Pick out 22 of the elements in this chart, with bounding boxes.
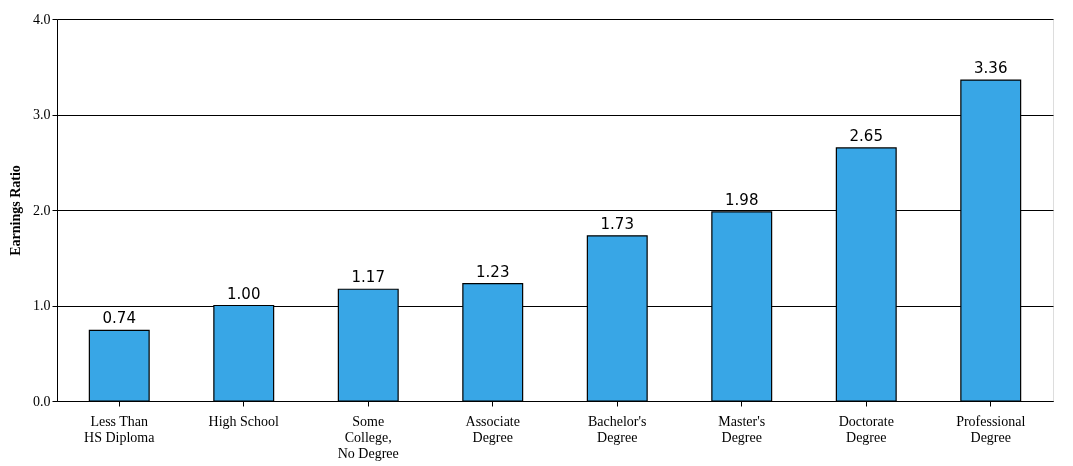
x-tick-label: Professional Degree: [956, 413, 1026, 445]
x-tick-label: Some College, No Degree: [337, 413, 399, 461]
y-tick-label: 1.0: [33, 298, 51, 313]
x-tick-label: High School: [208, 413, 280, 429]
data-label: 1.17: [351, 268, 385, 287]
y-tick-label: 3.0: [33, 107, 51, 122]
x-tick-label: Bachelor's Degree: [587, 413, 647, 445]
x-tick-label: Less Than HS Diploma: [84, 413, 156, 445]
data-label: 1.98: [725, 190, 759, 209]
data-label: 1.73: [600, 214, 634, 233]
data-label: 1.23: [476, 262, 510, 281]
data-label: 2.65: [849, 126, 883, 145]
data-label: 3.36: [974, 59, 1008, 78]
y-axis-title: Earnings Ratio: [8, 165, 23, 256]
data-label: 1.00: [227, 284, 261, 303]
data-label: 0.74: [102, 309, 136, 328]
y-tick-label: 4.0: [33, 11, 51, 27]
x-tick-label: Doctorate Degree: [838, 413, 894, 445]
x-tick-label: Associate Degree: [465, 413, 520, 445]
x-tick-label: Master's Degree: [718, 413, 766, 445]
y-tick-label: 2.0: [33, 202, 51, 218]
y-tick-label: 0.0: [33, 393, 51, 409]
